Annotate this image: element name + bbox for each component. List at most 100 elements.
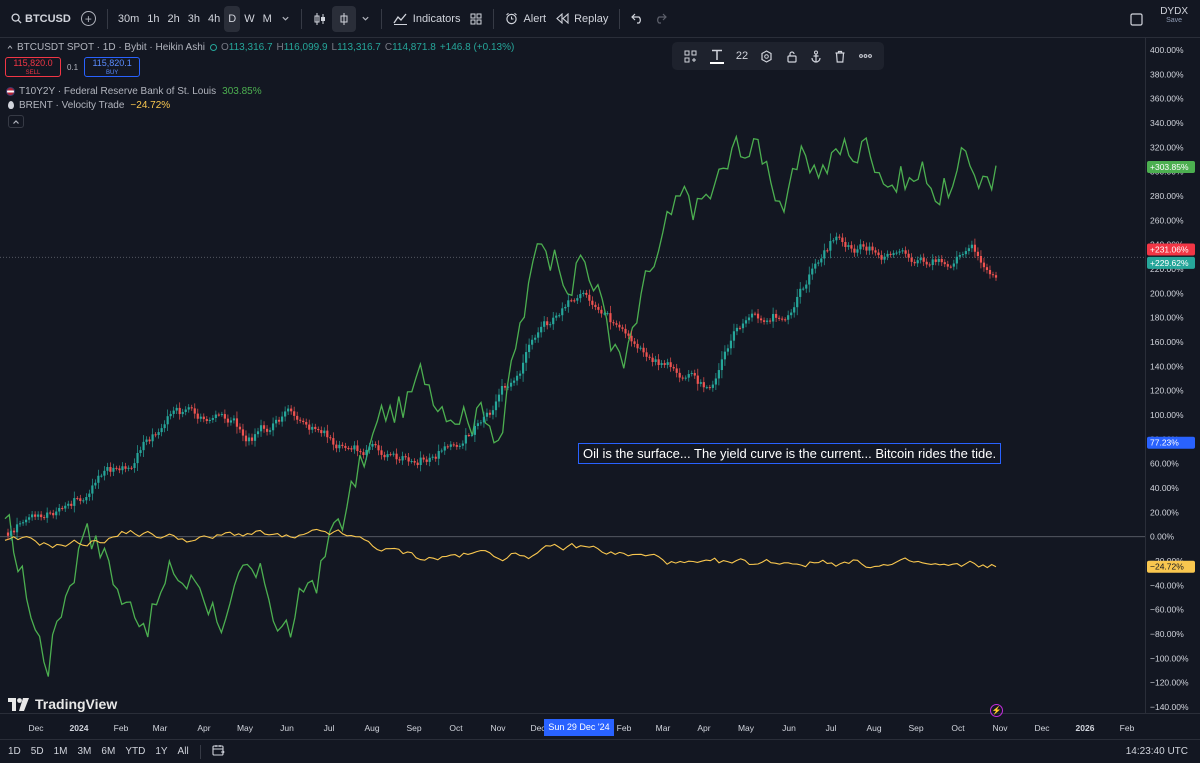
range-6m[interactable]: 6M <box>101 746 116 757</box>
candle-body <box>979 256 983 263</box>
interval-2h[interactable]: 2h <box>167 12 180 25</box>
interval-m[interactable]: M <box>262 12 272 25</box>
indicator-templates-button[interactable] <box>465 6 487 32</box>
candle-body <box>778 317 781 319</box>
candle-body <box>850 245 853 249</box>
collapse-legend-button[interactable] <box>8 115 24 128</box>
chart-type-dropdown[interactable] <box>356 6 375 32</box>
candle-body <box>811 268 814 275</box>
bar-style-button[interactable] <box>308 6 332 32</box>
candle-body <box>856 249 859 253</box>
heikin-ashi-button[interactable] <box>331 5 356 32</box>
candle-body <box>883 256 886 260</box>
range-1d[interactable]: 1D <box>8 746 21 757</box>
layout-save-button[interactable]: DYDX Save <box>1160 6 1188 25</box>
candle-body <box>603 313 606 315</box>
candle-body <box>482 416 486 423</box>
candle-body <box>714 378 717 385</box>
go-to-date-button[interactable] <box>212 744 225 759</box>
candle-body <box>127 467 130 469</box>
interval-4h[interactable]: 4h <box>208 12 221 25</box>
anchor-icon[interactable] <box>810 50 822 63</box>
candle-body <box>561 308 564 316</box>
candle-body <box>428 457 431 462</box>
candle-body <box>401 456 404 461</box>
lock-icon[interactable] <box>786 50 798 63</box>
sell-button[interactable]: 115,820.0 SELL <box>5 57 61 77</box>
interval-d[interactable]: D <box>224 5 241 32</box>
buy-button[interactable]: 115,820.1 BUY <box>84 57 141 77</box>
y-tick-label: 340.00% <box>1150 118 1184 128</box>
candle-body <box>702 382 705 388</box>
interval-1h[interactable]: 1h <box>147 12 160 25</box>
range-all[interactable]: All <box>177 746 189 757</box>
candle-body <box>160 428 163 433</box>
sell-label: SELL <box>25 70 41 76</box>
candle-body <box>576 298 579 301</box>
range-3m[interactable]: 3M <box>77 746 92 757</box>
candle-body <box>202 416 205 420</box>
candle-body <box>808 274 811 285</box>
open-value: 113,316.7 <box>228 41 273 53</box>
candle-body <box>76 498 79 500</box>
x-tick-label: Nov <box>490 723 506 733</box>
candle-body <box>955 256 958 264</box>
indicators-button[interactable]: Indicators <box>388 6 466 32</box>
candle-body <box>88 493 91 498</box>
candle-body <box>124 466 127 469</box>
candle-body <box>431 456 434 458</box>
replay-button[interactable]: Replay <box>551 6 613 32</box>
candle-body <box>582 292 585 295</box>
candle-body <box>521 362 525 374</box>
order-quantity[interactable]: 0.1 <box>67 62 79 72</box>
drag-handle-icon[interactable] <box>684 50 697 63</box>
price-chart[interactable]: 400.00%380.00%360.00%340.00%320.00%300.0… <box>0 38 1200 739</box>
range-1m[interactable]: 1M <box>53 746 68 757</box>
candle-body <box>205 419 208 422</box>
candle-body <box>865 246 868 251</box>
undo-button[interactable] <box>626 6 649 32</box>
date-range-group: 1D 5D 1M 3M 6M YTD 1Y All <box>8 746 189 757</box>
layout-button[interactable] <box>1125 6 1148 32</box>
candle-body <box>27 517 31 520</box>
more-options-icon[interactable] <box>858 54 872 58</box>
settings-gear-icon[interactable] <box>760 49 773 63</box>
buy-label: BUY <box>105 70 119 76</box>
x-tick-label: May <box>237 723 254 733</box>
symbol-search[interactable]: BTCUSD <box>6 6 76 32</box>
candle-body <box>509 382 513 387</box>
tradingview-logo[interactable]: TradingView <box>8 696 117 712</box>
interval-3h[interactable]: 3h <box>187 12 200 25</box>
collapse-chevron-icon <box>7 45 13 49</box>
interval-group: 30m 1h 2h 3h 4h D W M <box>114 5 276 32</box>
text-color-swatch <box>709 61 724 64</box>
candle-body <box>976 251 980 257</box>
range-5d[interactable]: 5D <box>30 746 44 757</box>
redo-button[interactable] <box>649 6 672 32</box>
interval-w[interactable]: W <box>244 12 255 25</box>
range-1y[interactable]: 1Y <box>155 746 168 757</box>
trash-icon[interactable] <box>834 50 846 63</box>
candle-body <box>253 434 257 441</box>
interval-dropdown[interactable] <box>276 6 295 32</box>
utc-clock[interactable]: 14:23:40 UTC <box>1125 746 1188 757</box>
range-ytd[interactable]: YTD <box>125 746 146 757</box>
lightning-icon[interactable]: ⚡ <box>990 704 1003 717</box>
t10y2y-legend[interactable]: T10Y2Y · Federal Reserve Bank of St. Lou… <box>6 84 262 98</box>
candle-body <box>720 359 723 371</box>
text-color-button[interactable] <box>709 49 724 64</box>
candle-body <box>949 266 952 268</box>
compare-symbol-button[interactable]: + <box>76 6 101 32</box>
interval-30m[interactable]: 30m <box>117 12 140 25</box>
alarm-clock-icon <box>506 12 518 25</box>
text-annotation[interactable]: Oil is the surface... The yield curve is… <box>578 443 1002 464</box>
brent-legend[interactable]: BRENT · Velocity Trade −24.72% <box>6 98 262 112</box>
font-size-value[interactable]: 22 <box>735 50 749 62</box>
candle-body <box>796 296 799 308</box>
rewind-icon <box>556 13 569 24</box>
candle-body <box>284 411 287 417</box>
main-series-legend[interactable]: BTCUSDT SPOT · 1D · Bybit · Heikin Ashi … <box>6 40 514 54</box>
candle-body <box>594 304 597 308</box>
candle-body <box>732 331 736 341</box>
alert-button[interactable]: Alert <box>500 6 551 32</box>
